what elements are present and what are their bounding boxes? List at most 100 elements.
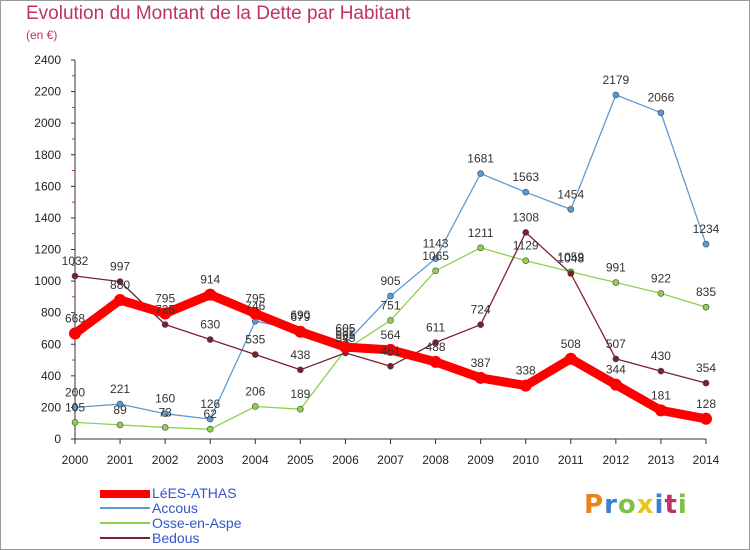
data-label: 1143	[423, 237, 449, 251]
logo-letter: i	[677, 490, 688, 520]
data-point	[384, 343, 397, 356]
legend-label: Accous	[152, 500, 198, 516]
legend-item: Accous	[100, 501, 320, 516]
data-point	[519, 379, 532, 392]
data-label: 880	[110, 278, 130, 292]
x-tick-label: 2012	[603, 453, 630, 467]
data-label: 679	[290, 310, 310, 324]
data-point	[612, 279, 620, 286]
data-point	[477, 170, 484, 177]
y-tick-label: 2200	[34, 85, 61, 99]
data-label: 128	[696, 397, 716, 411]
legend: LéES-ATHAS Accous Osse-en-Aspe Bedous	[100, 486, 320, 546]
x-tick-label: 2002	[152, 453, 179, 467]
data-points	[69, 91, 712, 433]
y-tick-label: 1400	[34, 211, 61, 225]
x-tick-label: 2013	[648, 453, 675, 467]
data-label: 2179	[603, 73, 630, 87]
data-point	[387, 362, 394, 370]
data-label: 835	[696, 285, 716, 299]
data-label: 565	[335, 328, 355, 342]
data-label: 1308	[512, 210, 539, 224]
data-point	[612, 355, 620, 363]
y-tick-label: 200	[41, 400, 61, 414]
data-label: 89	[113, 403, 127, 417]
x-tick-label: 2008	[422, 453, 449, 467]
line-chart: 0 200 400 600 800 1000 1200 1400 1600 1800 2000 220…	[34, 53, 720, 467]
x-tick-label: 2001	[107, 453, 134, 467]
data-label: 160	[155, 392, 175, 406]
y-tick-label: 600	[41, 337, 61, 351]
data-labels: 200 221 160 126 746 690 605 905 1143 1681 1563 1454…	[62, 73, 720, 421]
legend-item: Bedous	[100, 531, 320, 546]
data-label: 200	[65, 385, 85, 399]
data-label: 582	[335, 325, 355, 339]
axes: 0 200 400 600 800 1000 1200 1400 1600 1800 2000 220…	[34, 53, 719, 467]
y-tick-label: 0	[54, 432, 61, 446]
data-point	[297, 366, 304, 374]
data-label: 344	[606, 363, 626, 377]
data-point	[702, 379, 710, 387]
data-point	[477, 321, 484, 328]
data-point	[700, 412, 712, 425]
data-point	[71, 404, 79, 411]
data-point	[206, 336, 214, 343]
data-label: 1454	[557, 187, 584, 201]
data-label: 795	[155, 291, 175, 305]
data-point	[249, 307, 262, 320]
data-point	[206, 425, 214, 433]
x-tick-label: 2009	[467, 453, 494, 467]
data-point	[161, 410, 169, 418]
data-point	[654, 404, 667, 417]
data-point	[702, 303, 710, 311]
data-point	[116, 400, 124, 408]
data-label: 206	[245, 384, 265, 398]
data-point	[567, 206, 575, 213]
data-label: 564	[380, 328, 400, 342]
legend-label: Bedous	[152, 530, 200, 546]
data-point	[432, 255, 439, 262]
logo-letter: i	[654, 490, 665, 520]
legend-item: Osse-en-Aspe	[100, 516, 320, 531]
data-point	[114, 294, 127, 307]
data-label: 795	[245, 291, 265, 305]
data-label: 905	[380, 274, 400, 288]
data-point	[116, 421, 124, 429]
data-point	[204, 288, 217, 301]
data-point	[69, 327, 81, 340]
data-point	[429, 355, 442, 368]
data-label: 461	[380, 344, 400, 358]
data-label: 508	[561, 337, 581, 351]
data-label: 73	[158, 405, 172, 419]
y-tick-label: 1200	[34, 243, 61, 257]
data-point	[657, 109, 665, 117]
data-label: 1234	[693, 222, 720, 236]
data-label: 62	[204, 407, 218, 421]
data-label: 611	[426, 321, 445, 335]
data-label: 338	[516, 364, 536, 378]
data-point	[522, 188, 530, 196]
data-label: 724	[471, 303, 491, 317]
x-tick-label: 2011	[558, 453, 584, 467]
data-point	[612, 91, 620, 99]
legend-swatch	[100, 507, 150, 509]
logo-letter: t	[664, 490, 678, 520]
data-label: 488	[426, 340, 446, 354]
data-label: 430	[651, 349, 671, 363]
data-label: 1211	[468, 226, 494, 240]
data-label: 1032	[62, 254, 89, 268]
data-label: 605	[335, 321, 355, 335]
data-label: 630	[200, 318, 220, 332]
data-label: 387	[471, 356, 491, 370]
x-tick-label: 2003	[197, 453, 224, 467]
data-label: 181	[651, 388, 671, 402]
data-point	[387, 317, 394, 324]
data-label: 1065	[422, 249, 449, 263]
data-point	[251, 403, 259, 410]
data-point	[294, 325, 307, 338]
y-tick-label: 1600	[34, 179, 61, 193]
data-label: 354	[696, 361, 716, 375]
data-point	[432, 339, 439, 346]
x-tick-label: 2000	[62, 453, 89, 467]
data-label: 997	[110, 260, 130, 274]
